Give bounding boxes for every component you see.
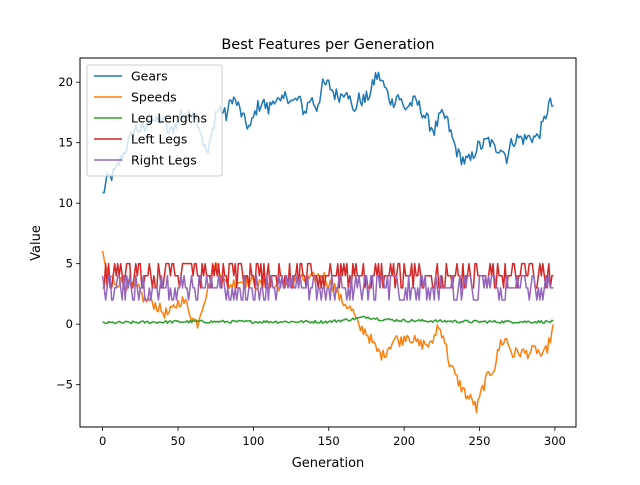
y-tick-label: 0 (66, 317, 73, 331)
y-axis-label: Value (29, 225, 44, 261)
chart-title: Best Features per Generation (221, 37, 434, 53)
x-tick-label: 300 (544, 434, 566, 448)
y-tick-label: 10 (58, 196, 73, 210)
x-axis-ticks: 0 50 100 150 200 250 300 (99, 427, 566, 448)
x-tick-label: 150 (318, 434, 340, 448)
series-line-right-legs (101, 275, 554, 301)
legend-label: Right Legs (131, 153, 197, 168)
x-tick-label: 250 (469, 434, 491, 448)
y-tick-label: 15 (58, 136, 73, 150)
legend-label: Speeds (131, 90, 177, 105)
series-line-speeds (101, 250, 555, 414)
series-line-left-legs (102, 262, 554, 289)
x-tick-label: 0 (99, 434, 106, 448)
y-tick-label: −5 (56, 378, 73, 392)
legend-label: Leg Lengths (131, 111, 207, 126)
y-tick-label: 5 (66, 257, 73, 271)
x-tick-label: 50 (171, 434, 186, 448)
legend-label: Left Legs (131, 132, 187, 147)
x-tick-label: 200 (393, 434, 415, 448)
plot-frame (79, 57, 577, 428)
y-tick-label: 20 (58, 75, 73, 89)
x-axis-label: Generation (292, 456, 365, 471)
y-axis-ticks: −5 0 5 10 15 20 (56, 75, 80, 392)
series-line-leg-lengths (102, 315, 554, 325)
x-tick-label: 100 (242, 434, 264, 448)
legend-label: Gears (131, 69, 168, 84)
legend-box (86, 64, 223, 177)
legend: Gears Speeds Leg Lengths Left Legs Right Leg… (86, 64, 223, 177)
